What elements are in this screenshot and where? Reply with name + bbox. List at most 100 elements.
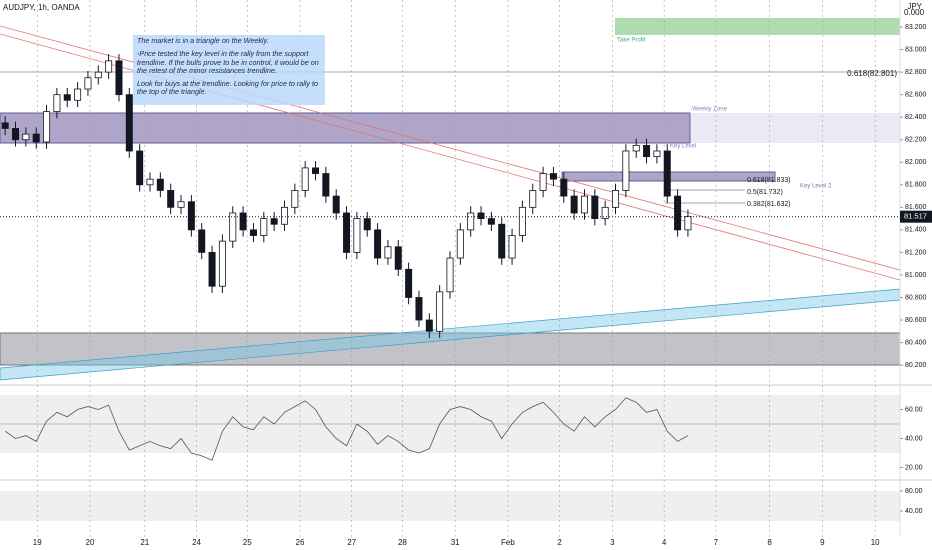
candle-body bbox=[591, 195, 599, 220]
candle-body bbox=[508, 235, 516, 259]
candle-body bbox=[343, 212, 351, 253]
take-profit-zone bbox=[615, 18, 900, 35]
y-tick-label: 40.00 bbox=[905, 508, 923, 515]
y-tick-label: 81.400 bbox=[905, 227, 927, 234]
candle-body bbox=[167, 190, 175, 208]
annotation: 0.5(81.732) bbox=[747, 189, 783, 196]
x-tick-label: 31 bbox=[451, 538, 460, 547]
x-tick-label: 26 bbox=[296, 538, 305, 547]
candle-body bbox=[612, 190, 620, 208]
candle-body bbox=[125, 94, 133, 152]
candle-body bbox=[477, 212, 485, 220]
candle-body bbox=[322, 173, 330, 197]
annotation: 0.618(82.801) bbox=[847, 69, 897, 78]
rsi-line bbox=[4, 397, 689, 461]
x-tick-label: 10 bbox=[871, 538, 880, 547]
candle-body bbox=[12, 128, 20, 141]
candle-body bbox=[177, 201, 185, 208]
candle-body bbox=[446, 257, 454, 293]
y-tick-label: 83.000 bbox=[905, 46, 927, 53]
candle-body bbox=[498, 223, 506, 259]
candle-body bbox=[249, 229, 257, 236]
candle-body bbox=[518, 206, 526, 236]
annotation: 0.382(81.632) bbox=[747, 201, 791, 208]
annotation: 0.618(81.833) bbox=[747, 177, 791, 184]
candle-body bbox=[146, 178, 154, 186]
y-tick-label: 80.600 bbox=[905, 317, 927, 324]
last-price-tag bbox=[900, 210, 932, 223]
x-tick-label: 3 bbox=[610, 538, 615, 547]
x-tick-label: 20 bbox=[86, 538, 95, 547]
annotation: Key Level bbox=[670, 144, 696, 150]
annotation: Weekly Zone bbox=[692, 107, 728, 113]
y-tick-label: 82.400 bbox=[905, 114, 927, 121]
candle-body bbox=[684, 215, 692, 231]
candle-body bbox=[218, 240, 226, 287]
stoch-band bbox=[0, 491, 900, 521]
candle-body bbox=[270, 218, 278, 225]
candle-body bbox=[374, 229, 382, 259]
candle-body bbox=[436, 291, 444, 332]
x-tick-label: 2 bbox=[557, 538, 562, 547]
candle-body bbox=[394, 246, 402, 270]
candle-body bbox=[63, 94, 71, 101]
y-tick-label: 81.600 bbox=[905, 204, 927, 211]
candle-body bbox=[674, 195, 682, 231]
candle-body bbox=[467, 212, 475, 231]
y-tick-label: 81.200 bbox=[905, 249, 927, 256]
weekly-zone-ext bbox=[690, 113, 900, 143]
candle-body bbox=[94, 71, 102, 79]
candle-body bbox=[84, 77, 92, 90]
candle-body bbox=[653, 150, 661, 158]
candle-body bbox=[280, 206, 288, 225]
y-tick-label: 82.600 bbox=[905, 91, 927, 98]
y-tick-label: 82.800 bbox=[905, 69, 927, 76]
candle-body bbox=[74, 88, 82, 101]
candle-body bbox=[539, 173, 547, 191]
currency: JPY bbox=[907, 2, 922, 11]
y-tick-label: 81.000 bbox=[905, 272, 927, 279]
x-tick-label: 27 bbox=[347, 538, 356, 547]
note-line: -Price tested the key level in the rally… bbox=[137, 49, 319, 75]
x-tick-label: 8 bbox=[767, 538, 772, 547]
candle-body bbox=[487, 218, 495, 225]
candle-body bbox=[622, 150, 630, 191]
chart-title: AUDJPY, 1h, OANDA bbox=[3, 3, 80, 12]
candle-body bbox=[239, 212, 247, 231]
x-tick-label: 9 bbox=[820, 538, 825, 547]
y-tick-label: 82.200 bbox=[905, 137, 927, 144]
candle-body bbox=[136, 150, 144, 186]
x-tick-label: 28 bbox=[398, 538, 407, 547]
candle-body bbox=[456, 229, 464, 259]
candle-body bbox=[415, 297, 423, 321]
candle-body bbox=[301, 167, 309, 191]
y-tick-label: 80.400 bbox=[905, 339, 927, 346]
candle-body bbox=[105, 60, 113, 73]
candle-body bbox=[43, 111, 51, 143]
candle-body bbox=[260, 218, 268, 236]
candle-body bbox=[425, 319, 433, 332]
x-tick-label: 21 bbox=[140, 538, 149, 547]
x-tick-label: 4 bbox=[662, 538, 667, 547]
last-price-label: 81.517 bbox=[904, 212, 927, 221]
candle-body bbox=[405, 268, 413, 298]
candle-body bbox=[570, 195, 578, 214]
candle-body bbox=[312, 167, 320, 174]
candle-body bbox=[353, 218, 361, 253]
candle-body bbox=[208, 252, 216, 287]
candle-body bbox=[1, 122, 9, 129]
y-tick-label: 83.200 bbox=[905, 24, 927, 31]
note-line: The market is in a triangle on the Weekl… bbox=[137, 36, 269, 45]
y-tick-label: 60.00 bbox=[905, 406, 923, 413]
y-tick-label: 80.800 bbox=[905, 294, 927, 301]
candle-body bbox=[229, 212, 237, 242]
candle-body bbox=[115, 60, 123, 96]
candle-body bbox=[156, 178, 164, 191]
candle-body bbox=[560, 178, 568, 197]
y-tick-label: 81.800 bbox=[905, 182, 927, 189]
note: The market is in a triangle on the Weekl… bbox=[133, 35, 325, 105]
candle-body bbox=[663, 150, 671, 197]
candle-body bbox=[291, 190, 299, 208]
